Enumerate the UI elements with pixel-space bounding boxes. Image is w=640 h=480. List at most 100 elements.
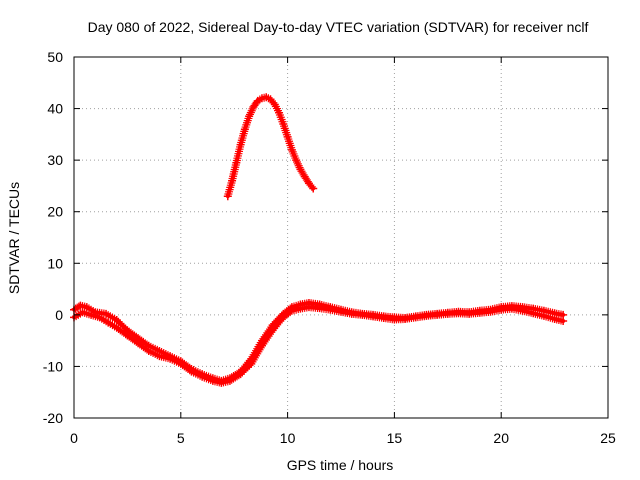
data-point — [292, 156, 301, 165]
data-marker — [238, 368, 247, 377]
data-marker — [246, 108, 255, 117]
data-marker — [248, 357, 257, 366]
data-marker — [286, 308, 295, 317]
y-tick-label: -20 — [43, 410, 63, 426]
data-marker — [290, 152, 299, 161]
data-marker — [84, 310, 93, 319]
axis-ticks: 0 5 10 15 20 25 -20 -10 0 10 20 30 40 50 — [43, 49, 616, 446]
data-marker — [284, 309, 293, 318]
y-tick-label: 20 — [47, 204, 63, 220]
data-marker — [294, 305, 303, 314]
data-marker — [252, 351, 261, 360]
data-marker — [377, 313, 386, 322]
x-axis-label: GPS time / hours — [287, 457, 394, 473]
data-marker — [250, 353, 259, 362]
y-tick-label: 40 — [47, 101, 63, 117]
data-marker — [548, 314, 557, 323]
data-marker — [282, 130, 291, 139]
data-marker — [196, 371, 205, 380]
data-marker — [73, 303, 82, 312]
x-tick-label: 25 — [600, 430, 616, 446]
data-marker — [116, 319, 125, 328]
data-point — [247, 359, 256, 368]
data-marker — [130, 336, 139, 345]
data-marker — [119, 328, 128, 337]
data-marker — [244, 114, 253, 123]
data-marker — [302, 175, 311, 184]
data-marker — [288, 147, 297, 156]
data-marker — [93, 312, 102, 321]
data-marker — [271, 102, 280, 111]
y-tick-label: 50 — [47, 49, 63, 65]
data-marker — [114, 317, 123, 326]
data-marker — [495, 306, 504, 315]
data-marker — [516, 306, 525, 315]
data-marker — [287, 143, 296, 152]
chart-title: Day 080 of 2022, Sidereal Day-to-day VTE… — [88, 19, 589, 35]
data-marker — [231, 160, 240, 169]
data-marker — [484, 307, 493, 316]
data-marker — [298, 169, 307, 178]
data-marker — [223, 377, 232, 386]
data-marker — [294, 161, 303, 170]
data-marker — [527, 308, 536, 317]
series-peak-arc — [223, 93, 318, 201]
data-marker — [276, 317, 285, 326]
data-marker — [236, 142, 245, 151]
data-marker — [163, 354, 172, 363]
data-marker — [272, 104, 281, 113]
data-marker — [293, 159, 302, 168]
data-marker — [265, 330, 274, 339]
data-marker — [254, 347, 263, 356]
y-tick-label: -10 — [43, 358, 63, 374]
data-marker — [233, 372, 242, 381]
plot-frame — [73, 56, 609, 419]
data-marker — [227, 178, 236, 187]
data-marker — [295, 163, 304, 172]
data-marker — [306, 181, 315, 190]
data-marker — [248, 104, 257, 113]
data-marker — [240, 127, 249, 136]
data-marker — [273, 106, 282, 115]
data-marker — [255, 345, 264, 354]
data-marker — [243, 363, 252, 372]
data-marker — [307, 182, 316, 191]
x-tick-label: 15 — [387, 430, 403, 446]
data-marker — [246, 110, 255, 119]
data-marker — [255, 95, 264, 104]
x-tick-label: 0 — [70, 430, 78, 446]
data-marker — [141, 344, 150, 353]
data-marker — [289, 149, 298, 158]
data-marker — [291, 154, 300, 163]
data-marker — [557, 316, 566, 325]
y-axis-label: SDTVAR / TECUs — [6, 182, 22, 294]
data-marker — [366, 312, 375, 321]
data-marker — [537, 311, 546, 320]
data-marker — [345, 309, 354, 318]
data-marker — [183, 365, 192, 374]
data-marker — [334, 307, 343, 316]
series-lower-band-b — [70, 303, 568, 387]
data-marker — [324, 305, 333, 314]
data-marker — [253, 349, 262, 358]
data-marker — [278, 117, 287, 126]
data-marker — [240, 366, 249, 375]
data-marker — [249, 355, 258, 364]
data-marker — [153, 351, 162, 360]
y-tick-label: 10 — [47, 255, 63, 271]
data-series — [70, 93, 568, 387]
data-marker — [267, 97, 276, 106]
x-tick-label: 10 — [280, 430, 296, 446]
grid-lines — [74, 57, 608, 418]
data-marker — [292, 157, 301, 166]
data-marker — [409, 313, 418, 322]
x-tick-label: 5 — [177, 430, 185, 446]
y-tick-label: 0 — [55, 307, 63, 323]
data-marker — [102, 317, 111, 326]
y-tick-label: 30 — [47, 152, 63, 168]
x-tick-label: 20 — [493, 430, 509, 446]
data-marker — [251, 99, 260, 108]
data-marker — [241, 365, 250, 374]
data-marker — [247, 106, 256, 115]
